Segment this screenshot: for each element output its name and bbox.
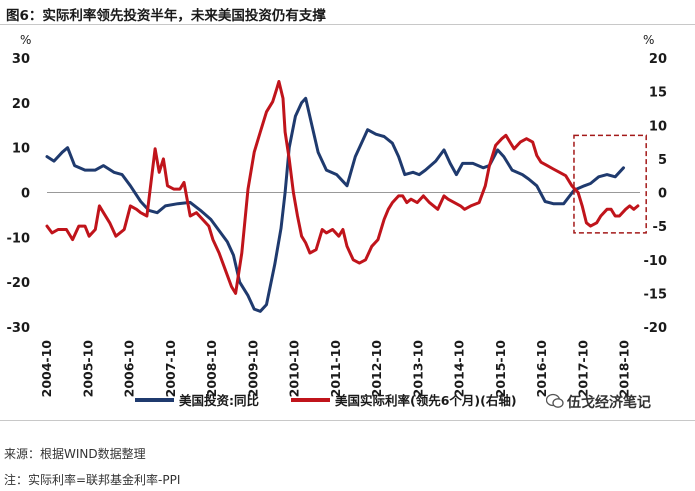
x-tick-label: 2013-10 — [410, 340, 425, 398]
left-tick-label: 30 — [12, 52, 30, 67]
left-axis-unit: % — [20, 33, 31, 47]
title-rule — [0, 24, 695, 25]
left-tick-label: -10 — [7, 231, 31, 246]
right-tick-label: -5 — [653, 220, 667, 235]
legend-label-real-rate: 美国实际利率(领先6个月)(右轴) — [335, 393, 517, 408]
highlight-box — [573, 134, 647, 234]
right-tick-label: 15 — [649, 86, 667, 101]
note-text: 注：实际利率=联邦基金利率-PPI — [4, 473, 181, 487]
right-tick-label: -20 — [644, 321, 668, 336]
right-axis-unit: % — [643, 33, 654, 47]
footer-rule — [0, 420, 695, 421]
chart-title: 图6：实际利率领先投资半年，未来美国投资仍有支撑 — [6, 8, 326, 24]
series-line-real-rate — [45, 80, 640, 295]
x-tick-label: 2012-10 — [369, 340, 384, 398]
x-tick-label: 2011-10 — [328, 340, 343, 398]
right-tick-label: -15 — [644, 287, 668, 302]
source-text: 来源：根据WIND数据整理 — [4, 447, 146, 461]
wechat-icon — [546, 393, 564, 408]
line-chart: % % 30 20 10 0 -10 -20 -30 20 15 10 5 0 -5 -10 -15 -20 200… — [7, 33, 668, 408]
legend-label-investment: 美国投资:同比 — [179, 393, 259, 408]
left-tick-label: -20 — [7, 276, 31, 291]
x-tick-label: 2009-10 — [245, 340, 260, 398]
x-tick-label: 2005-10 — [80, 340, 95, 398]
left-tick-label: 10 — [12, 142, 30, 157]
left-tick-label: 0 — [21, 187, 30, 202]
series-line-investment — [45, 96, 625, 313]
x-tick-label: 2014-10 — [452, 340, 467, 398]
right-tick-label: 0 — [658, 187, 667, 202]
x-tick-label: 2006-10 — [122, 340, 137, 398]
x-tick-label: 2004-10 — [39, 340, 54, 398]
right-tick-label: 10 — [649, 119, 667, 134]
x-tick-label: 2010-10 — [287, 340, 302, 398]
right-tick-label: -10 — [644, 254, 668, 269]
x-tick-label: 2017-10 — [575, 340, 590, 398]
x-tick-label: 2008-10 — [204, 340, 219, 398]
x-tick-label: 2016-10 — [534, 340, 549, 398]
left-tick-label: -30 — [7, 321, 31, 336]
right-tick-label: 5 — [658, 153, 667, 168]
x-tick-label: 2018-10 — [617, 340, 632, 398]
x-tick-label: 2007-10 — [163, 340, 178, 398]
left-tick-label: 20 — [12, 97, 30, 112]
x-tick-label: 2015-10 — [493, 340, 508, 398]
right-tick-label: 20 — [649, 52, 667, 67]
watermark: 伍戈经济笔记 — [567, 395, 651, 411]
